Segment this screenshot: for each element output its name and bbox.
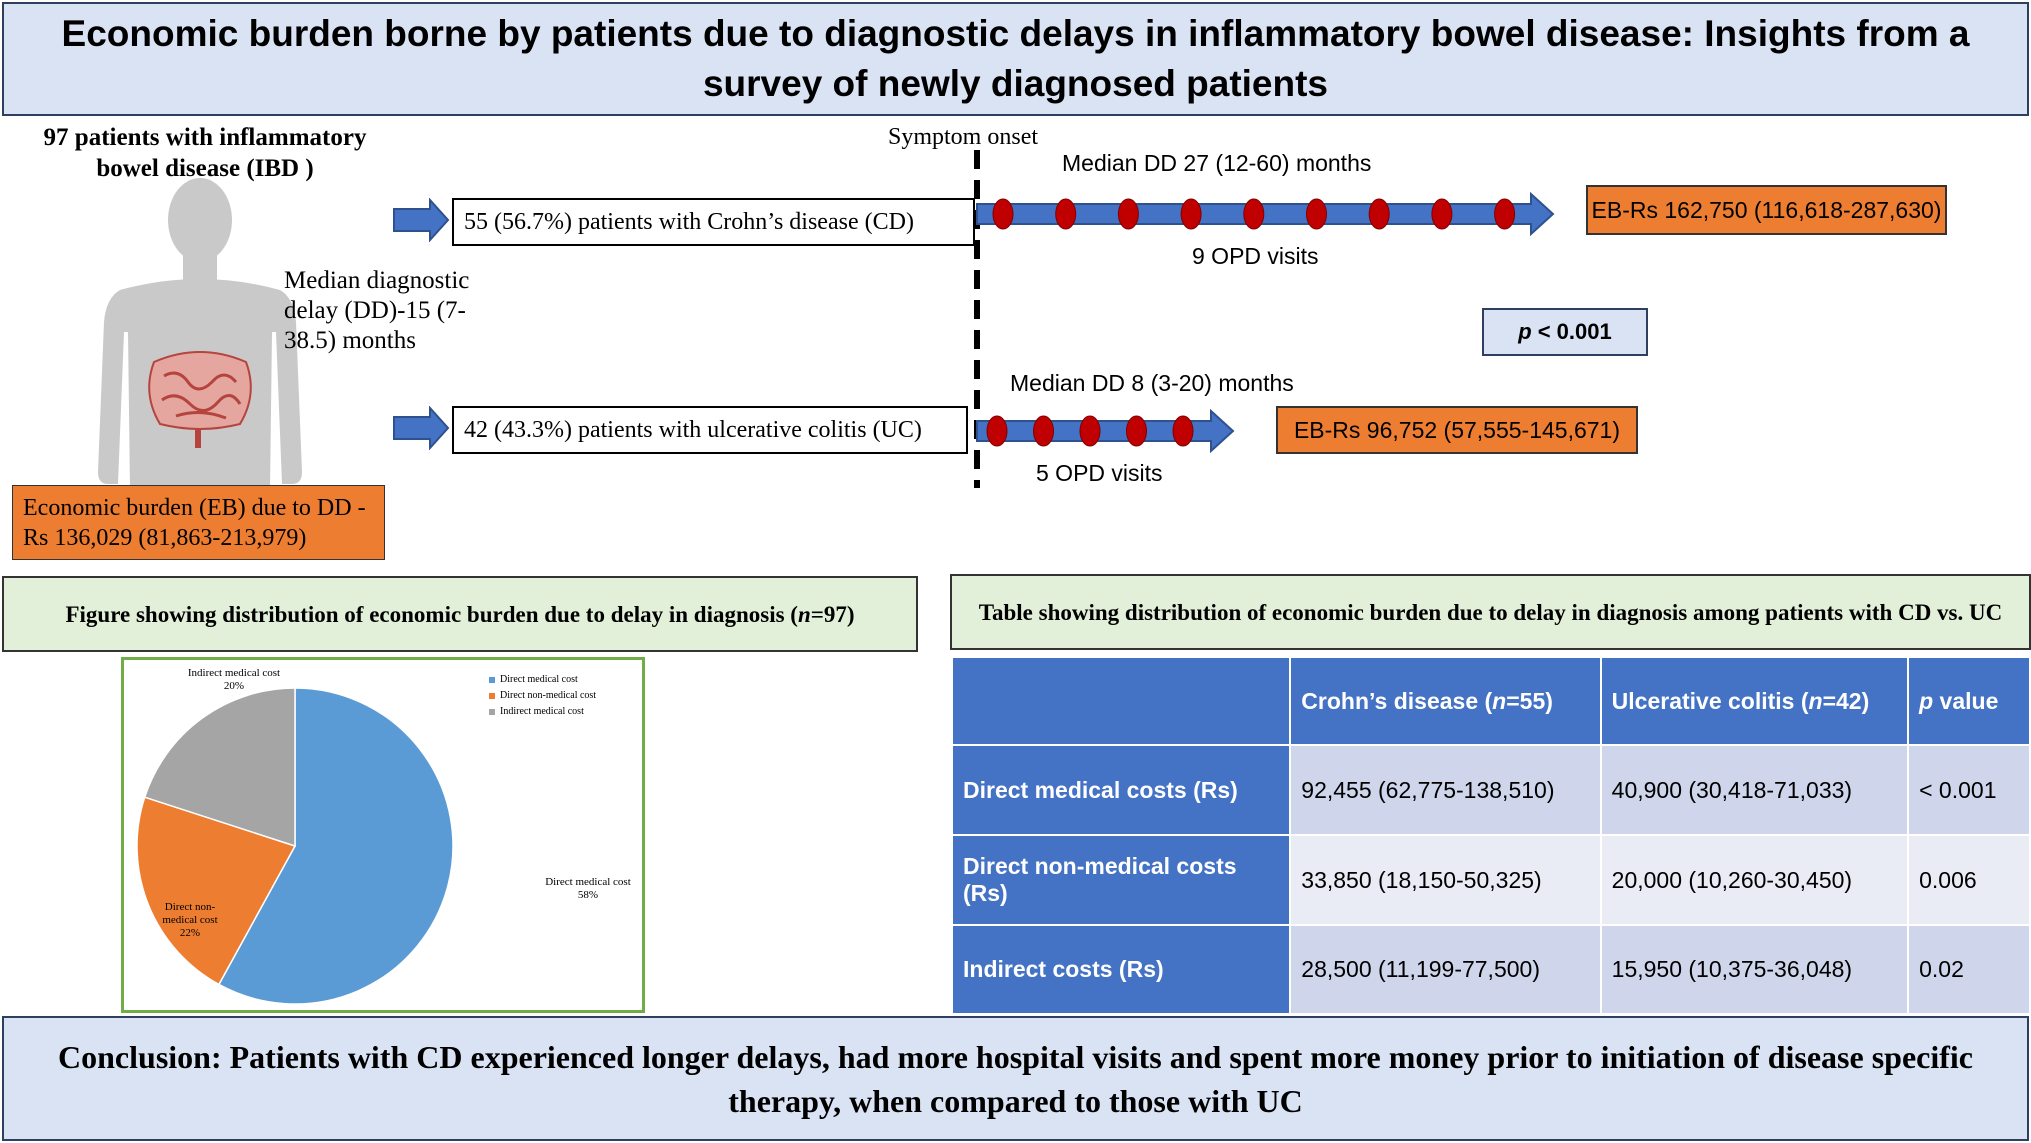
slice-label-pct: 20% bbox=[223, 680, 245, 692]
cd-value: 92,455 (62,775-138,510) bbox=[1289, 744, 1602, 836]
opd-visit-dot bbox=[1180, 198, 1202, 230]
slice-label-direct-non-medical: Direct non-medical cost 22% bbox=[148, 901, 232, 940]
table-header-p: p value bbox=[1907, 656, 2031, 746]
uc-value: 20,000 (10,260-30,450) bbox=[1599, 834, 1910, 926]
legend-swatch bbox=[489, 677, 495, 683]
opd-visit-dot bbox=[1243, 198, 1265, 230]
opd-visit-dot bbox=[986, 415, 1008, 447]
p-value: 0.02 bbox=[1907, 924, 2031, 1015]
uc-value: 40,900 (30,418-71,033) bbox=[1599, 744, 1910, 836]
uc-value: 15,950 (10,375-36,048) bbox=[1599, 924, 1910, 1015]
cd-timeline-arrow bbox=[976, 192, 1555, 236]
opd-visit-dot bbox=[992, 198, 1014, 230]
opd-visit-dot bbox=[1306, 198, 1327, 230]
cd-median-dd: Median DD 27 (12-60) months bbox=[1062, 150, 1372, 176]
table-header-cd: Crohn’s disease (n=55) bbox=[1289, 656, 1602, 746]
opd-visit-dot bbox=[1368, 198, 1390, 230]
opd-visit-dot bbox=[1172, 415, 1194, 447]
cd-group-text: 55 (56.7%) patients with Crohn’s disease… bbox=[464, 208, 914, 235]
median-delay-text: Median diagnostic delay (DD)-15 (7-38.5)… bbox=[284, 267, 470, 354]
row-label: Indirect costs (Rs) bbox=[950, 924, 1292, 1015]
slice-label-name: Direct medical cost bbox=[545, 876, 631, 888]
uc-pointer-arrow-icon bbox=[393, 406, 450, 450]
cd-eb-box: EB-Rs 162,750 (116,618-287,630) bbox=[1586, 185, 1947, 235]
slice-label-pct: 58% bbox=[577, 889, 599, 901]
legend-label: Direct medical cost bbox=[500, 674, 578, 685]
table-header-empty bbox=[950, 656, 1292, 746]
patients-heading: 97 patients with inflammatory bowel dise… bbox=[43, 124, 367, 182]
uc-opd-visits: 5 OPD visits bbox=[1036, 460, 1163, 486]
symptom-onset-label: Symptom onset bbox=[888, 124, 1039, 150]
pie-slice-direct-medical bbox=[217, 687, 454, 1005]
cd-pointer-arrow-icon bbox=[393, 198, 450, 242]
legend-item: Direct medical cost bbox=[489, 672, 596, 688]
legend-item: Indirect medical cost bbox=[489, 704, 596, 720]
cd-value: 33,850 (18,150-50,325) bbox=[1289, 834, 1602, 926]
figure-heading-n: n bbox=[797, 601, 811, 627]
slice-label-name: Indirect medical cost bbox=[187, 667, 281, 679]
opd-visit-dot bbox=[1033, 415, 1054, 447]
uc-median-dd: Median DD 8 (3-20) months bbox=[1010, 370, 1294, 396]
legend-label: Direct non-medical cost bbox=[500, 690, 597, 701]
table-heading-text: Table showing distribution of economic b… bbox=[978, 599, 2003, 625]
uc-visit-dots bbox=[986, 415, 1194, 447]
figure-heading: Figure showing distribution of economic … bbox=[2, 576, 918, 652]
p-value: 0.006 bbox=[1907, 834, 2031, 926]
table-header-row: Crohn’s disease (n=55) Ulcerative coliti… bbox=[950, 656, 2031, 746]
p-value-italic: p bbox=[1518, 319, 1532, 344]
table-row: Indirect costs (Rs) 28,500 (11,199-77,50… bbox=[950, 924, 2031, 1015]
opd-visit-dot bbox=[1431, 198, 1453, 230]
table-row: Direct non-medical costs (Rs) 33,850 (18… bbox=[950, 834, 2031, 926]
human-silhouette-icon bbox=[98, 178, 302, 490]
intestines-icon bbox=[148, 351, 252, 448]
pie-legend: Direct medical cost Direct non-medical co… bbox=[489, 672, 596, 720]
slice-label-indirect-medical: Indirect medical cost 20% bbox=[182, 667, 286, 693]
conclusion-text: Conclusion: Patients with CD experienced… bbox=[58, 1038, 1973, 1119]
pie-slice-direct-non-medical bbox=[136, 796, 297, 986]
figure-heading-pre: Figure showing distribution of economic … bbox=[65, 601, 798, 627]
opd-visit-dot bbox=[1117, 198, 1139, 230]
table-header-uc: Ulcerative colitis (n=42) bbox=[1599, 656, 1910, 746]
opd-visit-dot bbox=[1079, 415, 1101, 447]
row-label: Direct medical costs (Rs) bbox=[950, 744, 1292, 836]
uc-eb-text: EB-Rs 96,752 (57,555-145,671) bbox=[1293, 416, 1621, 443]
uc-group-text: 42 (43.3%) patients with ulcerative coli… bbox=[464, 416, 922, 443]
pie-slice-indirect-medical bbox=[143, 687, 296, 848]
conclusion-box: Conclusion: Patients with CD experienced… bbox=[2, 1016, 2029, 1141]
cd-value: 28,500 (11,199-77,500) bbox=[1289, 924, 1602, 1015]
cd-eb-text: EB-Rs 162,750 (116,618-287,630) bbox=[1591, 196, 1942, 223]
uc-group-box: 42 (43.3%) patients with ulcerative coli… bbox=[452, 406, 968, 454]
uc-eb-box: EB-Rs 96,752 (57,555-145,671) bbox=[1276, 406, 1638, 454]
pie-chart bbox=[136, 687, 454, 1005]
legend-swatch bbox=[489, 709, 495, 715]
p-value-box: p < 0.001 bbox=[1482, 308, 1648, 356]
slice-label-pct: 22% bbox=[179, 927, 201, 939]
title-text: Economic burden borne by patients due to… bbox=[61, 13, 1970, 104]
figure-heading-post: =97) bbox=[810, 601, 855, 627]
table-row: Direct medical costs (Rs) 92,455 (62,775… bbox=[950, 744, 2031, 836]
economic-burden-box: Economic burden (EB) due to DD - Rs 136,… bbox=[12, 485, 385, 560]
page-title: Economic burden borne by patients due to… bbox=[2, 2, 2029, 116]
legend-swatch bbox=[489, 693, 495, 699]
cost-table: Crohn’s disease (n=55) Ulcerative coliti… bbox=[950, 656, 2031, 1015]
legend-item: Direct non-medical cost bbox=[489, 688, 596, 704]
slice-label-direct-medical: Direct medical cost 58% bbox=[536, 876, 640, 902]
row-label: Direct non-medical costs (Rs) bbox=[950, 834, 1292, 926]
table-heading: Table showing distribution of economic b… bbox=[950, 574, 2031, 650]
opd-visit-dot bbox=[1126, 415, 1147, 447]
p-value: < 0.001 bbox=[1907, 744, 2031, 836]
uc-timeline-arrow bbox=[976, 409, 1235, 453]
cd-group-box: 55 (56.7%) patients with Crohn’s disease… bbox=[452, 198, 975, 246]
p-value-text: < 0.001 bbox=[1537, 319, 1612, 344]
opd-visit-dot bbox=[1055, 198, 1077, 230]
cd-opd-visits: 9 OPD visits bbox=[1192, 243, 1319, 269]
opd-visit-dot bbox=[1494, 198, 1516, 230]
slice-label-name: Direct non-medical cost bbox=[162, 901, 218, 926]
legend-label: Indirect medical cost bbox=[500, 706, 584, 717]
cd-visit-dots bbox=[992, 198, 1516, 230]
